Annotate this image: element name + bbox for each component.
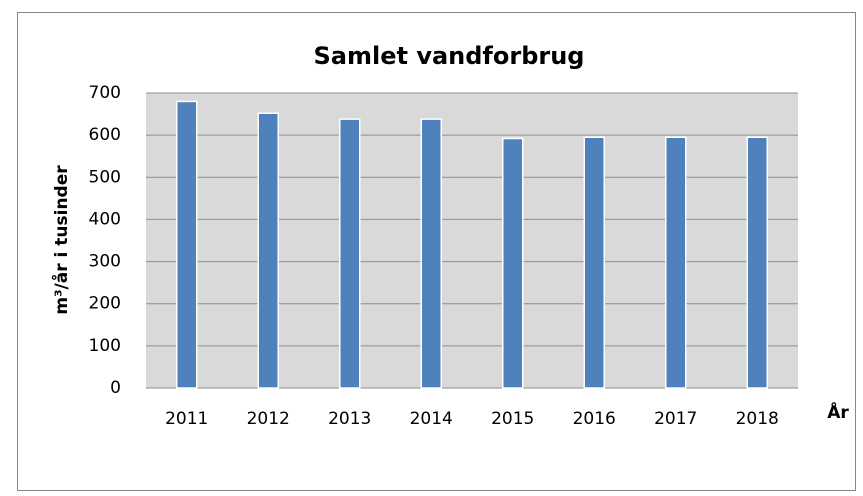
bar: [502, 137, 524, 389]
y-tick-label: 200: [89, 294, 121, 314]
x-tick-label: 2012: [247, 409, 290, 429]
plot-area: [146, 93, 798, 388]
y-tick-label: 500: [89, 167, 121, 187]
x-tick-label: 2017: [654, 409, 697, 429]
chart-title: Samlet vandforbrug: [314, 42, 585, 70]
x-tick-label: 2014: [410, 409, 453, 429]
bar: [420, 118, 442, 389]
y-tick-label: 400: [89, 209, 121, 229]
x-axis-label: År: [827, 400, 849, 423]
bar: [176, 100, 198, 389]
y-tick-label: 100: [89, 336, 121, 356]
bar: [746, 136, 768, 389]
x-tick-label: 2016: [573, 409, 616, 429]
y-tick-label: 700: [89, 83, 121, 103]
bar: [339, 118, 361, 389]
bar: [257, 112, 279, 389]
x-tick-label: 2013: [328, 409, 371, 429]
y-axis-label: m³/år i tusinder: [50, 165, 72, 315]
x-tick-label: 2018: [736, 409, 779, 429]
x-tick-label: 2011: [165, 409, 208, 429]
bar: [665, 136, 687, 389]
y-tick-label: 300: [89, 252, 121, 272]
x-tick-label: 2015: [491, 409, 534, 429]
bar: [583, 136, 605, 389]
y-tick-label: 0: [110, 378, 121, 398]
y-tick-label: 600: [89, 125, 121, 145]
